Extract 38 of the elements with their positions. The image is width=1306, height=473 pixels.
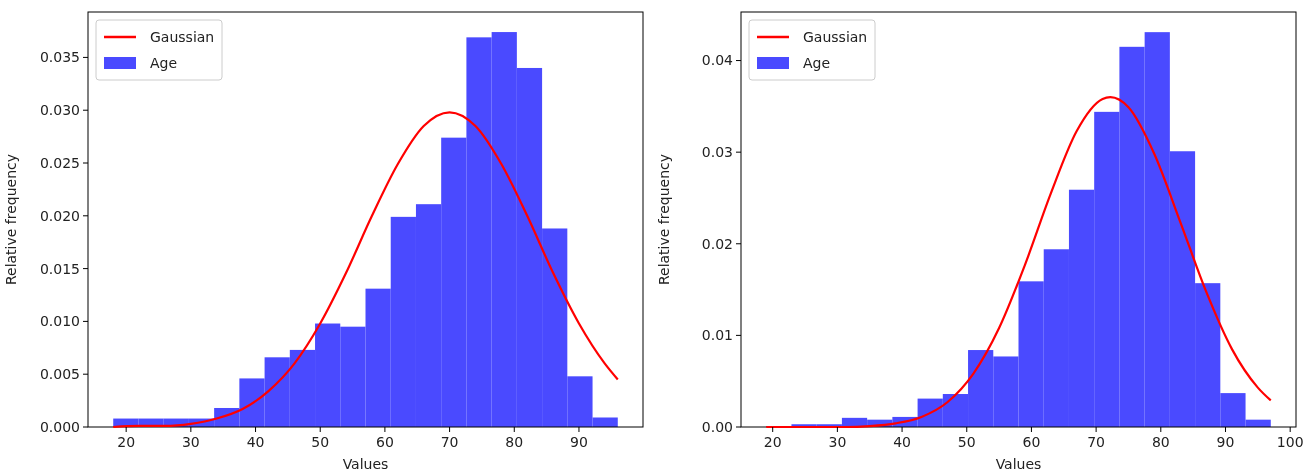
x-axis-title: Values [342,456,389,472]
y-tick-label: 0.04 [701,52,734,69]
x-tick-label: 60 [375,434,394,450]
x-tick-label: 40 [893,434,911,450]
y-tick-label: 0.035 [39,49,80,66]
x-tick-label: 90 [570,434,588,450]
x-tick-label: 70 [440,434,459,450]
legend-label: Age [150,54,178,71]
y-axis-title: Relative frequency [3,153,19,286]
y-tick-label: 0.02 [701,235,733,252]
x-tick-label: 50 [311,434,330,450]
x-axis-title: Values [995,456,1042,472]
legend-label: Gaussian [150,28,215,45]
x-tick-label: 50 [957,434,976,450]
x-tick-label: 80 [1151,434,1170,450]
legend-label: Age [803,54,831,71]
y-tick-label: 0.030 [39,102,80,119]
y-tick-label: 0.03 [701,144,733,161]
y-tick-label: 0.00 [701,418,733,435]
x-tick-label: 20 [117,434,136,450]
y-tick-label: 0.020 [39,207,80,224]
x-tick-label: 90 [1216,434,1235,450]
x-tick-label: 30 [828,434,847,450]
y-tick-label: 0.015 [39,260,80,277]
x-tick-label: 60 [1022,434,1041,450]
x-tick-label: 100 [1276,434,1304,450]
legend-label: Gaussian [803,28,868,45]
x-tick-label: 20 [763,434,782,450]
y-tick-label: 0.005 [39,366,80,383]
y-axis-title: Relative frequency [656,153,672,286]
y-tick-label: 0.01 [701,327,733,344]
y-tick-label: 0.025 [39,154,80,171]
y-tick-label: 0.000 [39,418,80,435]
x-tick-label: 30 [181,434,200,450]
x-tick-label: 70 [1087,434,1106,450]
y-tick-label: 0.010 [39,313,80,330]
x-tick-label: 40 [246,434,265,450]
x-tick-label: 80 [505,434,524,450]
